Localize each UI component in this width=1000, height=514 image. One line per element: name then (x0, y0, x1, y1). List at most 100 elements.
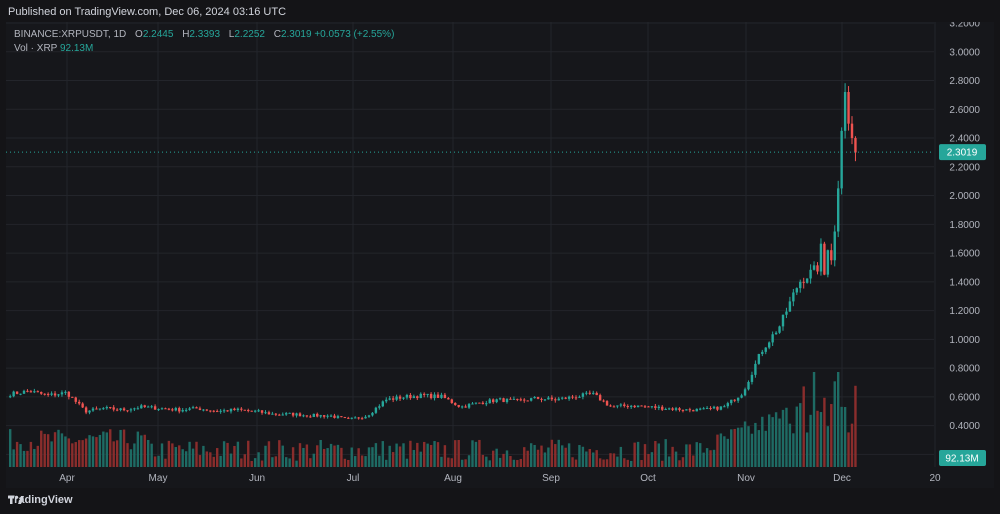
candle-body (53, 393, 57, 396)
volume-bar (812, 372, 816, 467)
candle-body (388, 398, 391, 400)
volume-bar (747, 426, 750, 467)
volume-bar (509, 456, 512, 467)
candle-body (233, 408, 236, 411)
last-price-label: 2.3019 (947, 148, 978, 159)
candle-body (426, 393, 429, 395)
candle-body (654, 406, 657, 408)
candle-body (171, 409, 174, 411)
candle-body (771, 334, 774, 343)
candle-body (184, 409, 188, 411)
volume-bar (526, 450, 529, 467)
volume-bar (98, 434, 102, 467)
candle-body (222, 410, 226, 412)
candle-body (443, 394, 447, 399)
candle-body (271, 413, 274, 415)
volume-bar (36, 445, 39, 467)
low-label: L (228, 29, 235, 40)
candle-body (526, 400, 529, 402)
candle-body (554, 399, 557, 401)
candle-body (643, 406, 647, 408)
y-tick-label: 2.8000 (949, 76, 980, 87)
volume-bar (712, 449, 716, 467)
candle-body (264, 412, 267, 414)
candle-body (595, 392, 598, 396)
x-tick-label: Jul (347, 473, 360, 484)
candle-body (623, 404, 626, 407)
candle-body (305, 415, 309, 417)
volume-bar (681, 457, 685, 467)
candle-body (809, 269, 812, 279)
candle-body (630, 405, 633, 407)
candle-body (768, 342, 771, 348)
volume-bar (719, 433, 723, 467)
candle-body (95, 408, 98, 410)
candle-body (140, 405, 143, 409)
volume-bar (623, 458, 626, 467)
candle-body (129, 409, 133, 411)
volume-bar (326, 448, 329, 467)
candle-body (640, 405, 643, 407)
candle-body (612, 406, 616, 408)
volume-bar (809, 414, 812, 467)
chart-area[interactable]: 3.2000 3.0000 2.8000 2.6000 2.4000 2.2000 2.00… (6, 22, 994, 488)
candle-body (257, 410, 260, 412)
top-bar: Published on TradingView.com, Dec 06, 20… (0, 0, 1000, 24)
candle-body (457, 404, 460, 407)
x-tick-label: Jun (249, 473, 265, 484)
volume-bar (733, 428, 736, 467)
volume-bar (474, 441, 478, 467)
candle-body (350, 417, 353, 419)
volume-bar (340, 447, 343, 467)
volume-bar (371, 447, 374, 467)
volume-bar (143, 434, 146, 467)
x-tick-label: Nov (737, 473, 755, 484)
candle-body (723, 406, 726, 408)
candle-body (178, 408, 181, 412)
volume-bar (302, 447, 305, 467)
candle-body (357, 417, 360, 419)
low-value: 2.2252 (234, 29, 265, 40)
volume-bar (150, 443, 153, 467)
candle-body (64, 391, 67, 393)
volume-bar (171, 443, 174, 467)
volume-bar (247, 440, 250, 467)
volume-bar (843, 407, 847, 467)
volume-bar (226, 442, 229, 467)
volume-bar (533, 444, 536, 467)
candle-body (726, 403, 729, 407)
candle-body (571, 396, 574, 398)
candle-body (33, 391, 36, 393)
volume-bar (322, 448, 326, 467)
volume-bar (636, 441, 640, 467)
volume-bar (626, 459, 629, 467)
volume-bar (184, 451, 188, 467)
volume-bar (60, 433, 64, 467)
volume-bar (419, 451, 422, 467)
volume-bar (105, 432, 108, 467)
tradingview-logo[interactable]: TradingView (8, 494, 73, 506)
candle-body (826, 250, 830, 275)
candle-body (188, 408, 191, 410)
candle-body (467, 404, 471, 408)
candle-body (319, 415, 322, 417)
candle-body (288, 412, 291, 414)
candle-body (695, 408, 698, 412)
volume-bar (253, 458, 257, 467)
volume-bar (267, 441, 271, 467)
candle-body (661, 406, 664, 410)
candle-body (574, 397, 578, 399)
candle-body (833, 231, 836, 261)
volume-bar (633, 442, 636, 467)
volume-bar (661, 460, 664, 467)
candle-body (57, 394, 60, 396)
candle-body (795, 288, 798, 293)
candle-body (98, 408, 102, 410)
price-chart[interactable]: 3.2000 3.0000 2.8000 2.6000 2.4000 2.2000 2.00… (6, 22, 994, 488)
volume-bar (395, 443, 398, 467)
candle-body (109, 407, 112, 409)
candle-body (478, 402, 481, 404)
candle-body (9, 396, 12, 398)
volume-bar (657, 443, 660, 467)
volume-bar (516, 460, 519, 467)
